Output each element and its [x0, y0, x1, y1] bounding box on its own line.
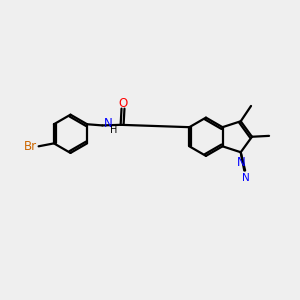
Text: Br: Br — [24, 140, 37, 153]
Text: N: N — [237, 156, 246, 169]
Text: H: H — [110, 125, 117, 135]
Text: N: N — [103, 117, 112, 130]
Text: N: N — [242, 173, 250, 183]
Text: O: O — [119, 97, 128, 110]
